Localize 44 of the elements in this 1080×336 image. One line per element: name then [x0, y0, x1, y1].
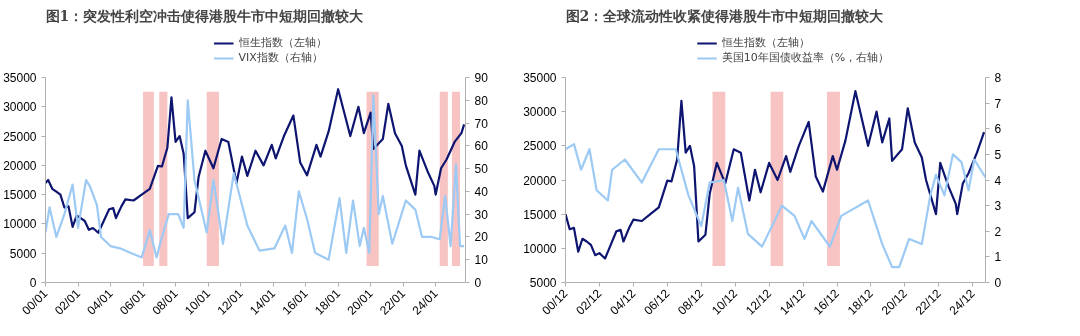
y-tick-label: 10000 [3, 217, 37, 232]
y-tick-label: 35000 [3, 71, 37, 85]
y2-tick-label: 80 [474, 93, 489, 108]
chart-title: 图1：突发性利空冲击使得港股牛市中短期回撤较大 [45, 7, 365, 24]
y2-tick-label: 50 [474, 162, 489, 177]
legend-label: 美国10年国债收益率（%，右轴） [721, 50, 890, 65]
y-tick-label: 25000 [523, 139, 557, 154]
y2-tick-label: 2 [994, 224, 1002, 239]
legend-label: 恒生指数（左轴） [238, 35, 327, 50]
y2-tick-label: 8 [994, 71, 1002, 85]
y2-tick-label: 70 [474, 116, 489, 131]
y2-tick-label: 40 [474, 184, 489, 199]
y-tick-label: 30000 [523, 105, 557, 120]
y-tick-label: 15000 [3, 188, 37, 203]
y-tick-label: 5000 [529, 276, 557, 290]
y2-tick-label: 5 [994, 147, 1002, 162]
y2-tick-label: 20 [474, 230, 489, 245]
y2-tick-label: 0 [994, 276, 1002, 290]
line-series [565, 90, 986, 260]
legend-label: 恒生指数（左轴） [721, 35, 810, 50]
y2-tick-label: 4 [994, 173, 1002, 188]
y2-tick-label: 30 [474, 207, 489, 222]
y2-tick-label: 3 [994, 199, 1002, 214]
y2-tick-label: 7 [994, 96, 1002, 111]
y-tick-label: 15000 [523, 207, 557, 222]
legend-label: VIX指数（右轴） [238, 50, 323, 65]
y-tick-label: 20000 [523, 173, 557, 188]
y2-tick-label: 0 [474, 276, 482, 290]
y2-tick-label: 90 [474, 71, 489, 85]
y-tick-label: 20000 [3, 158, 37, 173]
y2-tick-label: 1 [994, 250, 1002, 265]
y-tick-label: 35000 [523, 71, 557, 85]
y2-tick-label: 6 [994, 122, 1002, 137]
line-series [45, 88, 466, 234]
y-tick-label: 0 [29, 276, 37, 290]
y-tick-label: 5000 [9, 246, 37, 261]
y-tick-label: 30000 [3, 100, 37, 115]
line-series [565, 143, 986, 269]
y-tick-label: 25000 [3, 129, 37, 144]
y2-tick-label: 60 [474, 139, 489, 154]
y-tick-label: 10000 [523, 241, 557, 256]
chart-title: 图2：全球流动性收紧使得港股牛市中短期回撤较大 [565, 7, 885, 24]
line-series [45, 94, 466, 261]
y2-tick-label: 10 [474, 253, 489, 268]
